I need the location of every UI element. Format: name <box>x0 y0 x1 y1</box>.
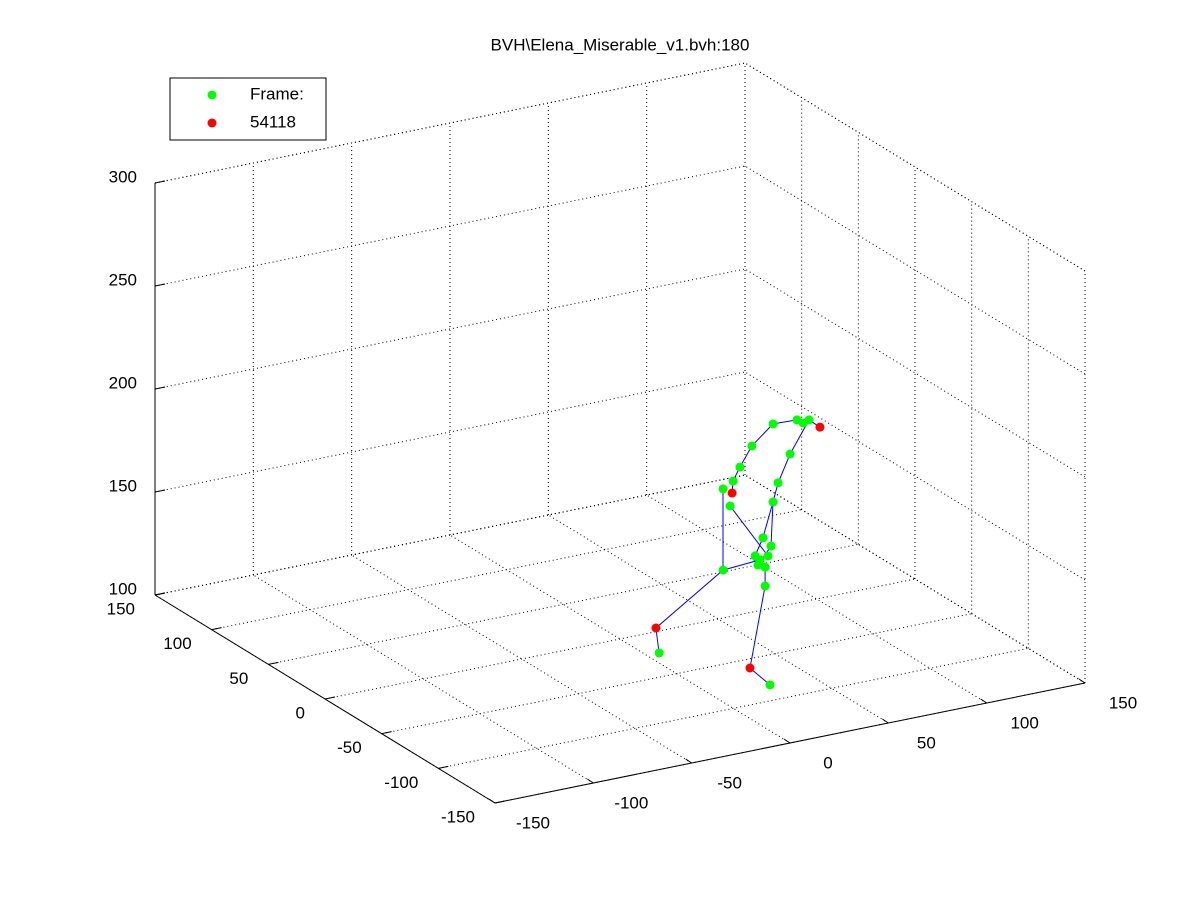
data-point <box>815 422 825 432</box>
y-tick-label: 0 <box>296 703 305 722</box>
data-point <box>745 663 755 673</box>
x-tick-label: 100 <box>1010 713 1038 732</box>
x-tick-label: 0 <box>823 753 832 772</box>
y-tick-label: 50 <box>229 669 248 688</box>
x-tick-label: -50 <box>717 773 742 792</box>
grid-line <box>449 534 791 744</box>
data-point <box>766 541 776 551</box>
x-tick-label: 50 <box>917 733 936 752</box>
data-point <box>651 623 661 633</box>
grid-line <box>744 62 1086 272</box>
data-point <box>768 497 778 507</box>
y-tick <box>324 696 336 700</box>
grid-line <box>324 578 916 700</box>
grid-line <box>744 165 1086 375</box>
grid-line <box>154 268 746 390</box>
x-tick-label: -150 <box>516 813 550 832</box>
z-tick-label: 250 <box>109 270 137 289</box>
grid-line <box>646 494 987 704</box>
grid-line <box>744 371 1086 581</box>
y-tick <box>268 661 279 665</box>
grid-line <box>154 474 746 596</box>
data-point <box>725 501 735 511</box>
x-tick-label: -100 <box>614 793 648 812</box>
legend-box <box>169 77 327 141</box>
grid-line <box>154 165 746 287</box>
data-point <box>760 562 770 572</box>
legend-label: Frame: <box>250 84 304 103</box>
y-tick-label: -50 <box>337 738 362 757</box>
grid-line <box>548 514 889 724</box>
grid-line <box>744 268 1086 478</box>
grid-line <box>154 62 746 184</box>
z-tick <box>154 180 166 184</box>
x-tick <box>980 698 987 704</box>
z-tick <box>154 592 166 596</box>
data-point <box>718 484 728 494</box>
legend-label: 54118 <box>250 112 296 131</box>
data-point <box>760 581 770 591</box>
grid-line <box>381 613 972 735</box>
x-tick-label: 150 <box>1109 693 1137 712</box>
data-point <box>758 533 768 543</box>
z-tick-label: 100 <box>109 579 137 598</box>
data-point <box>768 419 778 429</box>
y-tick <box>438 765 449 769</box>
data-point <box>773 478 783 488</box>
x-tick <box>685 758 692 764</box>
data-point <box>747 441 757 451</box>
data-point <box>718 565 728 575</box>
z-tick <box>154 489 166 493</box>
z-tick <box>154 283 166 287</box>
chart-title: BVH\Elena_Miserable_v1.bvh:180 <box>491 35 750 54</box>
y-tick-label: -150 <box>441 807 475 826</box>
x-tick <box>1078 678 1086 684</box>
grid-line <box>211 509 802 631</box>
y-tick <box>381 731 392 735</box>
y-tick-label: 100 <box>163 634 191 653</box>
legend-marker <box>207 118 217 128</box>
data-point <box>785 449 795 459</box>
data-point <box>727 488 737 498</box>
data-point <box>804 415 814 425</box>
z-tick-label: 150 <box>109 476 137 495</box>
data-point <box>763 551 773 561</box>
x-tick <box>882 718 889 724</box>
z-tick-label: 200 <box>109 373 137 392</box>
x-tick <box>488 798 496 804</box>
z-tick <box>154 386 166 390</box>
y-tick-label: -100 <box>384 773 418 792</box>
legend-marker <box>207 90 217 100</box>
y-tick-label: 150 <box>107 599 135 618</box>
data-point <box>728 476 738 486</box>
grid-line <box>154 371 746 493</box>
z-tick-label: 300 <box>109 167 137 186</box>
x-tick <box>587 778 594 784</box>
grid-line <box>744 474 1086 684</box>
grid-line <box>268 543 859 665</box>
data-point <box>735 462 745 472</box>
data-point <box>765 680 775 690</box>
y-tick <box>494 800 506 804</box>
data-point <box>753 560 763 570</box>
x-tick <box>783 738 791 744</box>
data-point <box>750 551 760 561</box>
data-point <box>654 648 664 658</box>
y-tick <box>211 627 222 631</box>
grid-line <box>438 647 1029 769</box>
